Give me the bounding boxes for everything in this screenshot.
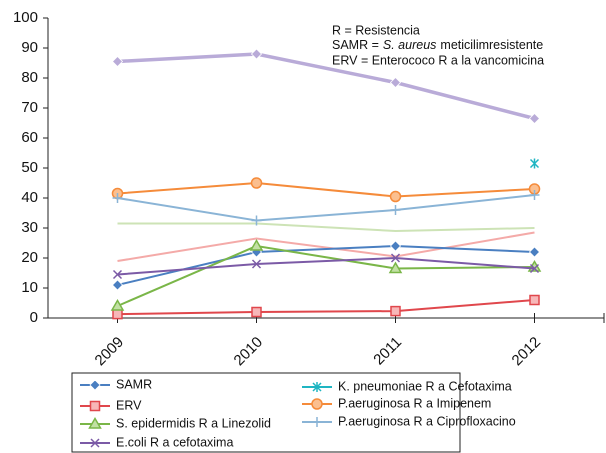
series-line [117,299,535,316]
y-tick-label: 10 [21,279,38,296]
series-line [117,244,535,307]
marker [251,259,262,269]
marker [389,240,402,252]
marker [389,76,402,89]
y-tick-label: 0 [30,309,38,326]
marker [111,279,124,291]
annotation-part: meticilimresistente [440,38,543,52]
marker [390,253,401,263]
y-tick-label: 40 [21,189,38,206]
y-tick-label: 70 [21,99,38,116]
legend-label: P.aeruginosa R a Imipenem [338,396,491,410]
legend-label: SAMR [116,377,152,391]
annotation: SAMR = S. aureus meticilimresistente [332,38,543,52]
legend: SAMR ERV S. epidermidis R a Linezolid E.col… [80,377,516,449]
marker [528,112,541,125]
x-tick-label: 2011 [370,334,405,369]
x-tick-label: 2010 [231,334,267,370]
marker [388,261,403,274]
marker [311,398,323,410]
legend-label: P.aeruginosa R a Ciprofloxacino [338,414,516,428]
marker [90,438,100,448]
marker [112,308,123,320]
marker [251,306,262,318]
y-tick-label: 30 [21,219,38,236]
legend-label: K. pneumoniae R a Cefotaxima [338,379,512,393]
y-tick-label: 60 [21,129,38,146]
x-tick-label: 2012 [509,334,545,370]
series-line [117,231,535,262]
marker [529,263,540,274]
marker [528,246,541,258]
marker [312,417,322,427]
marker [312,382,322,392]
y-tick-label: 20 [21,249,38,266]
annotation-part: S. aureus [383,38,437,52]
y-tick-label: 90 [21,39,38,56]
series-line [117,181,535,198]
marker [529,158,540,169]
y-tick-label: 100 [13,9,38,26]
y-tick-label: 80 [21,69,38,86]
marker [529,190,540,200]
marker [112,269,123,280]
series-line [117,222,535,233]
y-tick-label: 50 [21,159,38,176]
marker [390,205,401,215]
series-line [117,52,535,121]
legend-label: S. epidermidis R a Linezolid [116,416,271,430]
marker [389,190,402,203]
marker [251,215,262,226]
marker [88,417,102,429]
marker [112,193,123,203]
marker [529,294,540,306]
marker [89,400,101,412]
marker [250,177,263,189]
series-line [117,256,535,276]
marker [249,239,264,251]
marker [390,305,401,317]
annotation: ERV = Enterococo R a la vancomicina [332,53,544,67]
legend-label: E.coli R a cefotaxima [116,435,233,449]
marker [89,379,101,391]
x-tick-label: 2009 [92,334,128,370]
annotation: R = Resistencia [332,23,420,37]
marker [250,48,263,60]
legend-label: ERV [116,398,142,412]
series-line [117,194,535,222]
marker [111,55,124,68]
annotation-part: SAMR = [332,38,379,52]
legend-box [71,372,461,453]
marker [110,299,125,311]
